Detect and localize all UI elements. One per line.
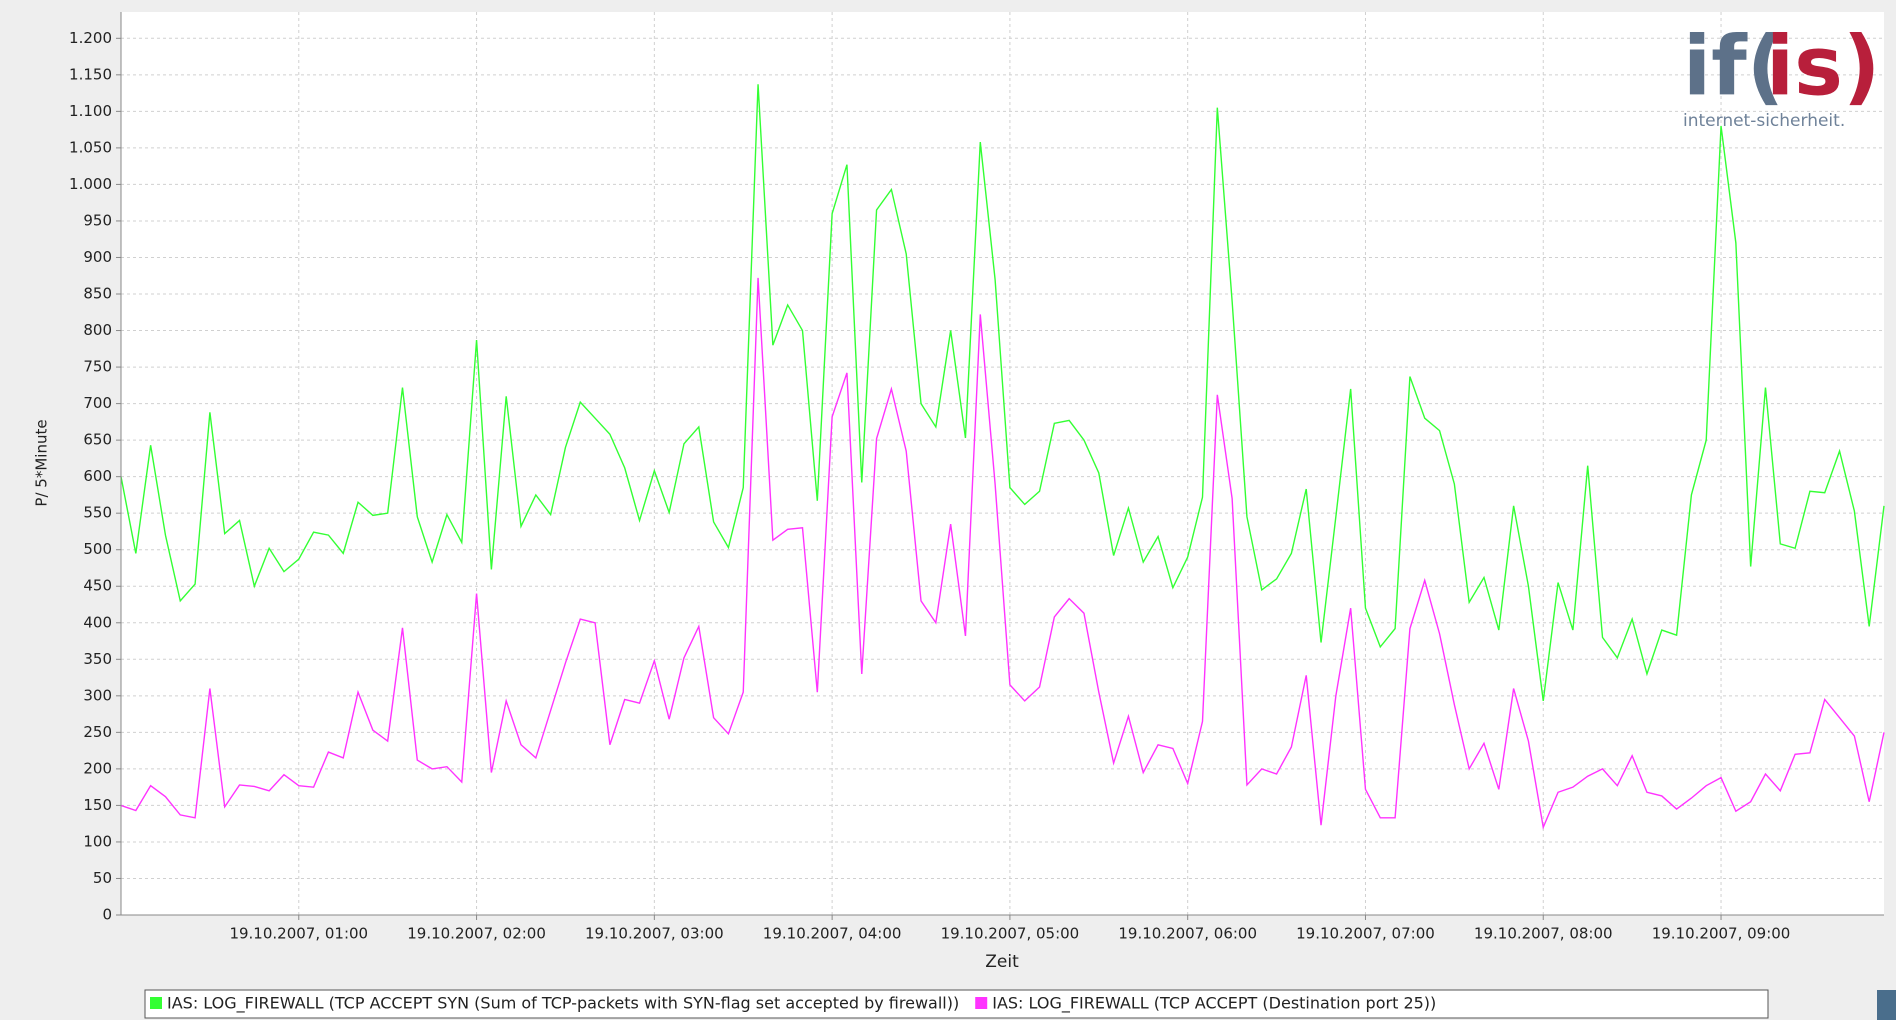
x-tick-label: 19.10.2007, 01:00: [229, 925, 368, 943]
logo-prefix: if(: [1683, 19, 1784, 114]
grid: [121, 12, 1884, 916]
corner-widget: [1877, 990, 1896, 1020]
legend-swatch: [975, 997, 988, 1009]
logo-accent: is): [1766, 19, 1880, 114]
x-tick-label: 19.10.2007, 07:00: [1296, 925, 1435, 943]
y-axis-label: P/ 5*Minute: [33, 419, 51, 506]
series-line: [120, 277, 1885, 830]
y-tick-label: 200: [83, 759, 112, 777]
legend-label: IAS: LOG_FIREWALL (TCP ACCEPT (Destinati…: [992, 994, 1436, 1014]
x-tick-label: 19.10.2007, 03:00: [585, 925, 724, 943]
plot-area: [121, 12, 1884, 915]
y-tick-label: 550: [83, 504, 112, 522]
x-tick-label: 19.10.2007, 05:00: [941, 925, 1080, 943]
x-tick-label: 19.10.2007, 06:00: [1118, 925, 1257, 943]
legend-swatch: [150, 997, 162, 1009]
y-tick-label: 800: [83, 321, 112, 339]
y-tick-label: 0: [102, 906, 112, 924]
y-tick-label: 1.050: [69, 138, 112, 156]
legend-label: IAS: LOG_FIREWALL (TCP ACCEPT SYN (Sum o…: [167, 994, 959, 1014]
y-tick-label: 700: [83, 394, 112, 412]
y-tick-label: 450: [83, 577, 112, 595]
y-tick-label: 1.150: [69, 65, 112, 83]
logo: if( is) internet-sicherheit.: [1683, 19, 1880, 131]
x-tick-label: 19.10.2007, 09:00: [1652, 925, 1791, 943]
legend: [144, 989, 1769, 1019]
y-tick-label: 900: [83, 248, 112, 266]
x-axis-label: Zeit: [985, 952, 1019, 972]
y-tick-label: 600: [83, 467, 112, 485]
y-tick-label: 750: [83, 358, 112, 376]
y-tick-label: 1.200: [69, 29, 112, 47]
legend-items: IAS: LOG_FIREWALL (TCP ACCEPT SYN (Sum o…: [150, 994, 1436, 1014]
y-tick-label: 1.100: [69, 102, 112, 120]
x-tick-label: 19.10.2007, 08:00: [1474, 925, 1613, 943]
x-tick-label: 19.10.2007, 02:00: [407, 925, 546, 943]
y-tick-label: 950: [83, 211, 112, 229]
lines: [120, 84, 1885, 830]
y-tick-label: 300: [83, 686, 112, 704]
x-tick-label: 19.10.2007, 04:00: [763, 925, 902, 943]
y-tick-label: 350: [83, 650, 112, 668]
y-tick-label: 850: [83, 285, 112, 303]
y-tick-label: 1.000: [69, 175, 112, 193]
y-tick-label: 400: [83, 613, 112, 631]
y-tick-label: 100: [83, 832, 112, 850]
y-tick-label: 150: [83, 796, 112, 814]
series-line: [120, 84, 1885, 702]
y-tick-label: 650: [83, 431, 112, 449]
logo-tagline: internet-sicherheit.: [1683, 111, 1845, 131]
y-tick-label: 250: [83, 723, 112, 741]
y-tick-label: 50: [93, 869, 112, 887]
y-tick-label: 500: [83, 540, 112, 558]
